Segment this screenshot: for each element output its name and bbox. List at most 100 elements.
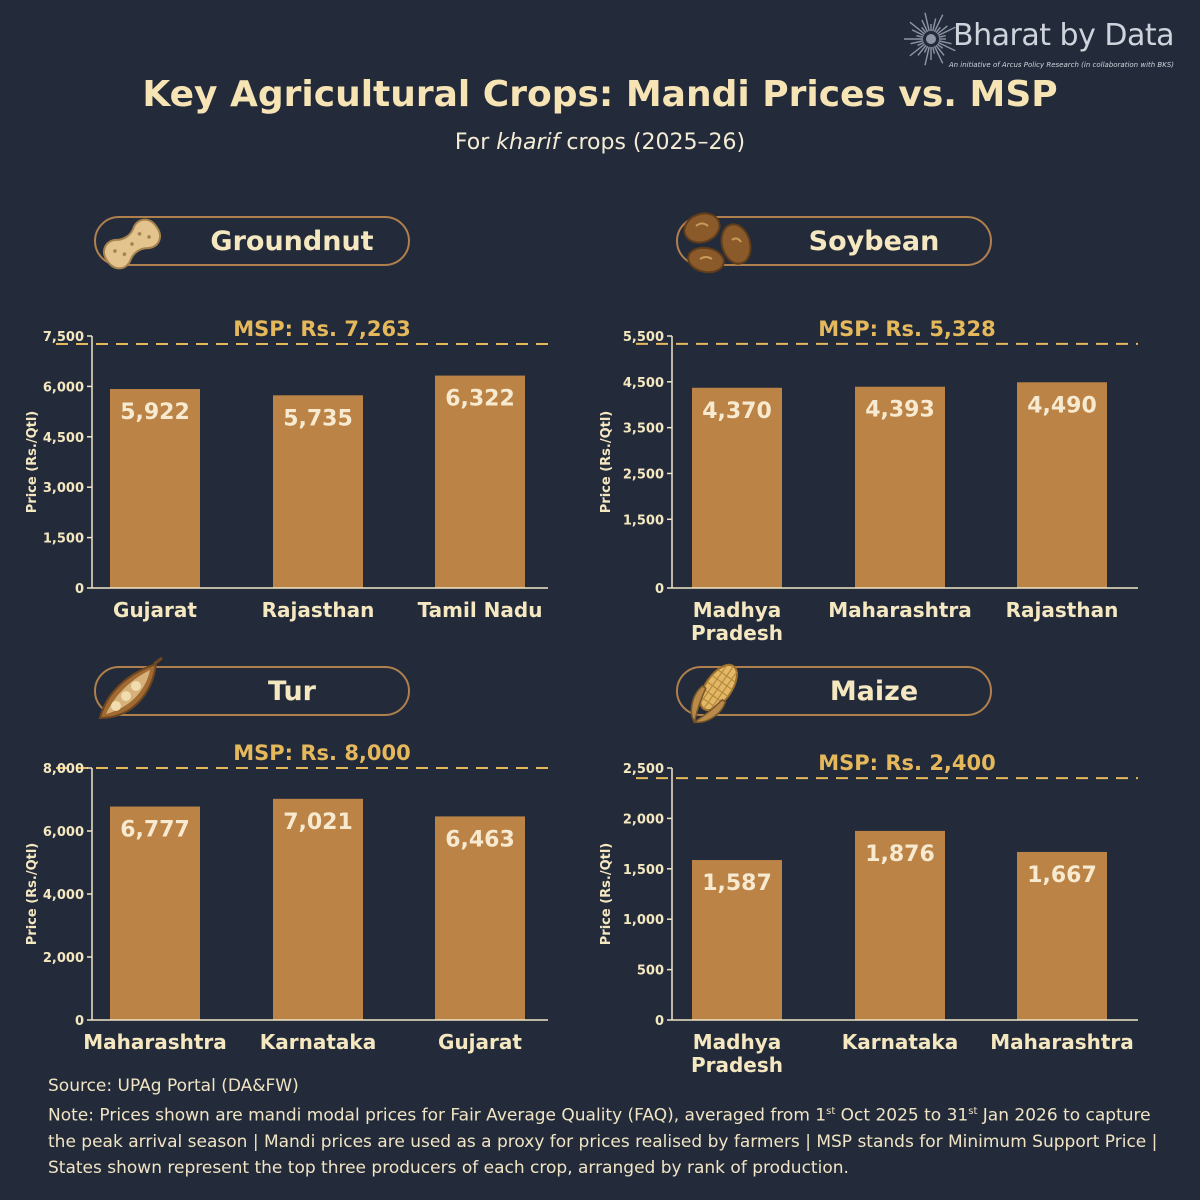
bar-1: [273, 395, 363, 588]
y-tick-label: 1,000: [623, 913, 664, 928]
logo-ray: [932, 46, 936, 54]
note-sup-b: st: [968, 1106, 978, 1117]
bar-2: [435, 375, 525, 588]
bar-2: [1017, 851, 1107, 1020]
bar-2: [1017, 382, 1107, 588]
tur-price-chart: 6,777 7,021 6,463 MSP: Rs. 8,000 0 2,000 4,000…: [25, 741, 548, 1054]
bar-value-label: 4,370: [702, 399, 772, 424]
y-tick-label: 2,000: [43, 951, 84, 966]
pea-pod-icon: [98, 656, 163, 720]
x-category-label: Rajasthan: [1006, 598, 1119, 622]
x-category-line: Gujarat: [113, 598, 197, 622]
bar-value-label: 7,021: [283, 810, 353, 835]
y-axis-title: Price (Rs./Qtl): [25, 843, 40, 945]
x-category-line: Karnataka: [260, 1030, 376, 1054]
bar-0: [692, 387, 782, 588]
logo-ray: [917, 44, 927, 56]
y-tick-label: 0: [75, 1014, 84, 1029]
y-tick-label: 7,500: [43, 330, 84, 345]
logo-ray: [935, 44, 945, 56]
x-category-label: Maharashtra: [828, 598, 972, 622]
bar-value-label: 4,490: [1027, 393, 1097, 418]
note-part-b: Oct 2025 to 31: [835, 1105, 969, 1126]
starburst-logo-icon: [904, 12, 956, 66]
logo-ray: [932, 18, 937, 32]
logo-ray: [921, 26, 927, 34]
x-category-line: Maharashtra: [990, 1030, 1134, 1054]
y-tick-label: 2,500: [623, 762, 664, 777]
subtitle-prefix: For: [454, 130, 497, 155]
msp-label: MSP: Rs. 7,263: [233, 317, 411, 341]
logo-ray: [937, 26, 956, 37]
logo-ray: [937, 41, 956, 52]
y-tick-label: 4,500: [623, 376, 664, 391]
y-tick-label: 5,500: [623, 330, 664, 345]
bar-0: [110, 389, 200, 588]
logo-ray: [924, 46, 930, 66]
page-subtitle: For kharif crops (2025–26): [0, 130, 1200, 155]
bar-value-label: 6,777: [120, 818, 190, 843]
logo-ray: [916, 34, 924, 38]
corn-icon: [690, 663, 738, 724]
bar-1: [855, 386, 945, 588]
y-tick-label: 1,500: [623, 863, 664, 878]
soybean-title: Soybean: [808, 225, 940, 257]
soybean-price-chart: 4,370 4,393 4,490 MSP: Rs. 5,328 0 1,500 2,500…: [599, 317, 1138, 645]
tur-title: Tur: [268, 675, 316, 707]
tur-title-pill: Tur: [94, 666, 410, 716]
note-part-c: Jan 2026 to capture the peak arrival sea…: [48, 1105, 1158, 1178]
x-category-label: Gujarat: [438, 1030, 522, 1054]
x-category-label: Madhya Pradesh: [691, 598, 783, 645]
x-category-line: Pradesh: [691, 621, 783, 645]
y-tick-label: 8,000: [43, 762, 84, 777]
logo-ray: [909, 43, 926, 57]
x-category-line: Madhya: [693, 598, 782, 622]
msp-label: MSP: Rs. 8,000: [233, 741, 411, 765]
x-category-label: Karnataka: [260, 1030, 376, 1054]
logo-ray: [936, 25, 948, 35]
groundnut-price-chart: 5,922 5,735 6,322 MSP: Rs. 7,263 0 1,500 3,000…: [25, 317, 548, 622]
x-category-label: Rajasthan: [262, 598, 375, 622]
logo-ray: [936, 43, 944, 49]
y-tick-label: 2,500: [623, 467, 664, 482]
x-category-label: Karnataka: [842, 1030, 958, 1054]
soybean-icon: [683, 212, 752, 274]
bar-value-label: 6,322: [445, 387, 515, 412]
y-axis-title: Price (Rs./Qtl): [25, 411, 40, 513]
bar-value-label: 1,667: [1027, 863, 1097, 888]
logo-ray: [909, 21, 926, 35]
y-tick-label: 0: [655, 1014, 664, 1029]
bar-value-label: 1,876: [865, 842, 935, 867]
y-tick-label: 3,500: [623, 422, 664, 437]
x-category-label: Maharashtra: [83, 1030, 227, 1054]
x-category-label: Madhya Pradesh: [691, 1030, 783, 1076]
soybean-title-pill: Soybean: [676, 216, 992, 266]
x-category-line: Tamil Nadu: [418, 598, 543, 622]
x-category-line: Rajasthan: [1006, 598, 1119, 622]
y-tick-label: 1,500: [43, 532, 84, 547]
logo-ray: [911, 29, 925, 37]
x-category-label: Tamil Nadu: [418, 598, 543, 622]
y-tick-label: 6,000: [43, 825, 84, 840]
x-category-line: Pradesh: [691, 1053, 783, 1076]
bar-1: [273, 798, 363, 1020]
y-axis-title: Price (Rs./Qtl): [599, 411, 614, 513]
logo-ray: [933, 14, 944, 33]
bar-value-label: 1,587: [702, 871, 772, 896]
y-axis-title: Price (Rs./Qtl): [599, 843, 614, 945]
x-category-line: Maharashtra: [828, 598, 972, 622]
msp-label: MSP: Rs. 2,400: [818, 751, 996, 775]
y-tick-label: 1,500: [623, 513, 664, 528]
note-part-a: Note: Prices shown are mandi modal price…: [48, 1105, 827, 1126]
y-tick-label: 4,000: [43, 888, 84, 903]
x-category-line: Madhya: [693, 1030, 782, 1054]
x-category-line: Maharashtra: [83, 1030, 227, 1054]
x-category-label: Maharashtra: [990, 1030, 1134, 1054]
x-category-line: Karnataka: [842, 1030, 958, 1054]
brand-name: Bharat by Data: [953, 18, 1174, 53]
logo-ray: [938, 40, 952, 45]
logo-ray: [917, 41, 925, 47]
bar-0: [692, 860, 782, 1020]
groundnut-title: Groundnut: [210, 225, 374, 257]
bar-value-label: 5,922: [120, 400, 190, 425]
